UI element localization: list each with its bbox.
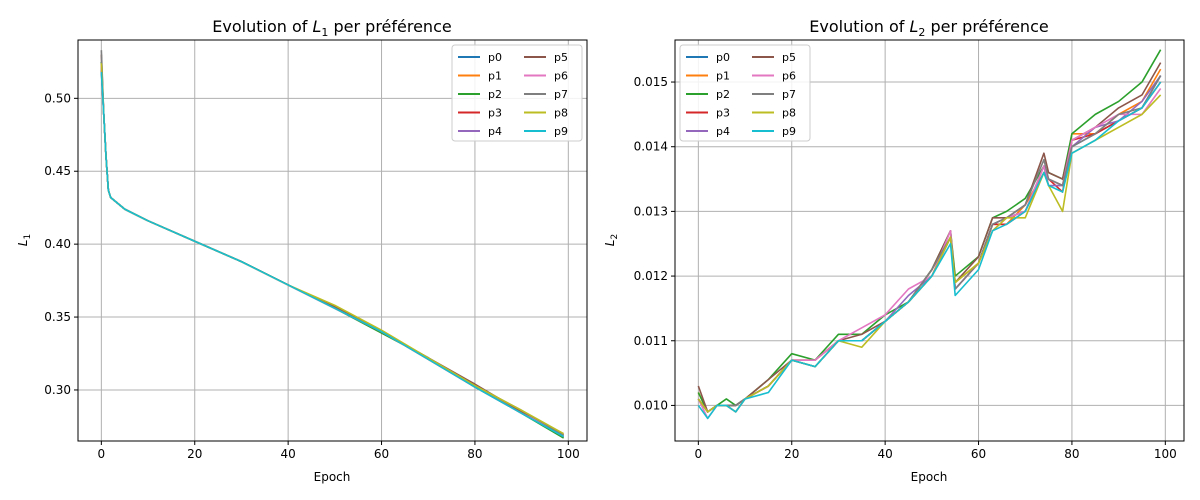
y-tick-label: 0.40: [44, 237, 71, 251]
legend-label-p8: p8: [554, 107, 568, 120]
y-axis-label-l1: L1: [16, 234, 33, 246]
plot-area-l1: [77, 39, 588, 442]
chart-panel-l1: Evolution of L1 per préférence 0 20 40 60 80…: [16, 17, 588, 484]
series-lines-l1: [100, 50, 565, 439]
legend-label-p3: p3: [488, 107, 502, 120]
ticks-l1: 0 20 40 60 80 100 0.30 0.35 0.40 0.45 0.50: [44, 91, 579, 461]
x-tick-label: 20: [187, 447, 202, 461]
legend-label-p1: p1: [716, 70, 730, 83]
y-tick-label: 0.014: [634, 140, 668, 154]
x-axis-label-l2: Epoch: [911, 470, 948, 484]
y-tick-label: 0.011: [634, 334, 668, 348]
y-tick-label: 0.50: [44, 91, 71, 105]
legend-box: [451, 44, 583, 142]
series-line-p9: [697, 81, 1162, 420]
legend-label-p7: p7: [782, 88, 796, 101]
y-tick-label: 0.015: [634, 75, 668, 89]
x-tick-label: 20: [784, 447, 799, 461]
y-tick-label: 0.012: [634, 269, 668, 283]
series-line-p9: [100, 72, 565, 438]
y-axis-label-l2: L2: [603, 234, 620, 246]
chart-title-l1: Evolution of L1 per préférence: [212, 17, 451, 39]
series-line-p7: [697, 75, 1162, 413]
legend-label-p6: p6: [554, 70, 568, 83]
chart-panel-l2: Evolution of L2 per préférence 0 20 40 60 80…: [603, 17, 1185, 484]
series-lines-l2: [697, 49, 1162, 420]
legend-label-p9: p9: [554, 125, 568, 138]
legend-label-p4: p4: [716, 125, 730, 138]
x-tick-label: 40: [877, 447, 892, 461]
legend-label-p2: p2: [488, 88, 502, 101]
x-tick-label: 100: [557, 447, 580, 461]
x-tick-label: 40: [280, 447, 295, 461]
y-tick-label: 0.013: [634, 204, 668, 218]
y-tick-label: 0.45: [44, 164, 71, 178]
ticks-l2: 0 20 40 60 80 100 0.010 0.011 0.012 0.013 0.014 0.0…: [634, 75, 1177, 461]
y-tick-label: 0.010: [634, 398, 668, 412]
legend-label-p7: p7: [554, 88, 568, 101]
x-tick-label: 0: [695, 447, 703, 461]
x-tick-label: 80: [467, 447, 482, 461]
x-tick-label: 60: [971, 447, 986, 461]
x-axis-label-l1: Epoch: [314, 470, 351, 484]
legend-box: [679, 44, 811, 142]
legend-label-p4: p4: [488, 125, 502, 138]
legend-l1: p0 p1 p2 p3 p4 p5 p6 p7 p8 p9: [451, 44, 583, 142]
legend-l2: p0 p1 p2 p3 p4 p5 p6 p7 p8 p9: [679, 44, 811, 142]
x-tick-label: 80: [1064, 447, 1079, 461]
legend-label-p5: p5: [554, 51, 568, 64]
legend-label-p0: p0: [716, 51, 730, 64]
legend-label-p9: p9: [782, 125, 796, 138]
legend-label-p3: p3: [716, 107, 730, 120]
plot-area-l2: [674, 39, 1185, 442]
legend-label-p1: p1: [488, 70, 502, 83]
legend-label-p0: p0: [488, 51, 502, 64]
chart-title-l2: Evolution of L2 per préférence: [809, 17, 1048, 39]
x-tick-label: 60: [374, 447, 389, 461]
legend-label-p6: p6: [782, 70, 796, 83]
x-tick-label: 0: [98, 447, 106, 461]
legend-label-p2: p2: [716, 88, 730, 101]
x-tick-label: 100: [1154, 447, 1177, 461]
legend-label-p5: p5: [782, 51, 796, 64]
y-tick-label: 0.35: [44, 310, 71, 324]
y-tick-label: 0.30: [44, 383, 71, 397]
legend-label-p8: p8: [782, 107, 796, 120]
